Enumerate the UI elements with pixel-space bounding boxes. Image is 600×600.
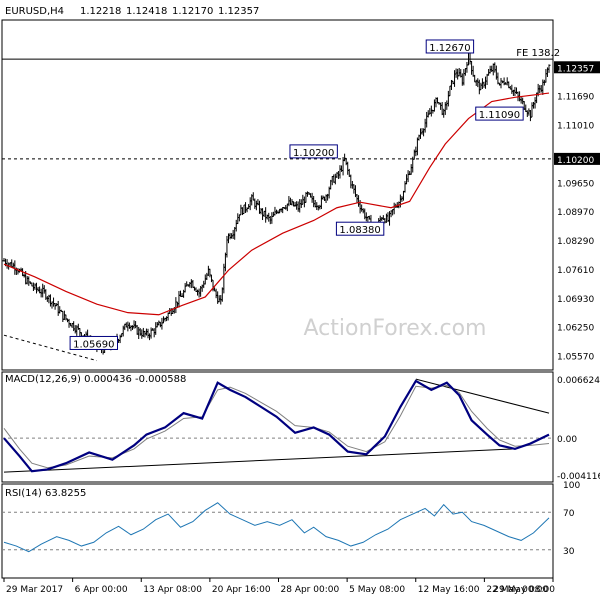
price-bar: [547, 64, 551, 73]
price-annotation-box: [69, 335, 119, 350]
price-axis-tick-label: 1.12357: [557, 64, 594, 74]
rsi-axis-tick-label: 30: [563, 547, 575, 557]
x-axis-tick-label: 28 Apr 00:00: [281, 585, 340, 595]
chart-header-low: 1.12170: [172, 6, 213, 17]
price-trendline: [3, 334, 98, 362]
price-annotation: 1.12670: [429, 43, 470, 54]
chart-header-close: 1.12357: [218, 6, 259, 17]
price-annotation-box: [475, 106, 524, 121]
x-axis-tick-label: 13 Apr 08:00: [143, 585, 202, 595]
chart-header-high: 1.12418: [126, 6, 167, 17]
x-axis-tick-label: 12 May 16:00: [418, 585, 480, 595]
price-annotation: 1.11090: [479, 110, 520, 121]
macd-trendline: [415, 378, 550, 414]
chart-header-open: 1.12218: [80, 6, 121, 17]
macd-title: MACD(12,26,9) 0.000436 -0.000588: [5, 374, 186, 385]
price-axis-highlight: [554, 61, 600, 74]
macd-axis-tick-label: -0.004116: [557, 472, 600, 482]
price-annotation-box: [335, 221, 385, 236]
price-annotation: 1.10200: [293, 148, 334, 159]
price-axis-tick-label: 1.11690: [557, 93, 594, 103]
rsi-line: [3, 502, 550, 553]
price-annotation: 1.08380: [339, 225, 380, 236]
price-axis-tick-label: 1.06930: [557, 295, 594, 305]
price-axis-tick-label: 1.06250: [557, 324, 594, 334]
price-axis-tick-label: 1.05570: [557, 353, 594, 363]
price-axis-tick-label: 1.10200: [557, 156, 594, 166]
price-axis-tick-label: 1.07610: [557, 266, 594, 276]
x-axis-tick-label: 6 Apr 00:00: [75, 585, 128, 595]
price-annotation-box: [289, 144, 338, 159]
macd-trendline: [3, 448, 515, 473]
chart-header-symbol: EURUSD,H4: [5, 6, 64, 17]
price-axis-tick-label: 1.09650: [557, 179, 594, 189]
price-annotation: FE 138.2: [516, 48, 560, 59]
watermark: ActionForex.com: [304, 316, 487, 341]
price-axis-tick-label: 1.08970: [557, 208, 594, 218]
x-axis-tick-label: 20 Apr 16:00: [212, 585, 271, 595]
x-axis-tick-label: 29 Mar 2017: [6, 585, 63, 595]
rsi-axis-tick-label: 70: [563, 509, 575, 519]
macd-panel-frame: [1, 371, 554, 483]
price-annotation: 1.05690: [73, 339, 114, 350]
price-panel-frame: [1, 19, 554, 371]
price-axis-tick-label: 1.08290: [557, 237, 594, 247]
macd-signal-line: [3, 384, 550, 469]
macd-line: [3, 379, 550, 473]
x-axis-tick-label: 29 May 08:00: [493, 585, 555, 595]
macd-axis-tick-label: 0.006624: [557, 376, 600, 386]
rsi-title: RSI(14) 63.8255: [5, 488, 86, 499]
price-annotation-box: [425, 39, 475, 54]
moving-average-line: [3, 92, 550, 316]
rsi-panel-frame: [1, 483, 554, 579]
macd-axis-tick-label: 0.00: [557, 435, 577, 445]
price-axis-tick-label: 1.11010: [557, 121, 594, 131]
x-axis-tick-label: 22 May 00:00: [486, 585, 548, 595]
price-axis-highlight: [554, 152, 600, 165]
rsi-axis-tick-label: 100: [563, 481, 580, 491]
x-axis-tick-label: 5 May 08:00: [349, 585, 405, 595]
